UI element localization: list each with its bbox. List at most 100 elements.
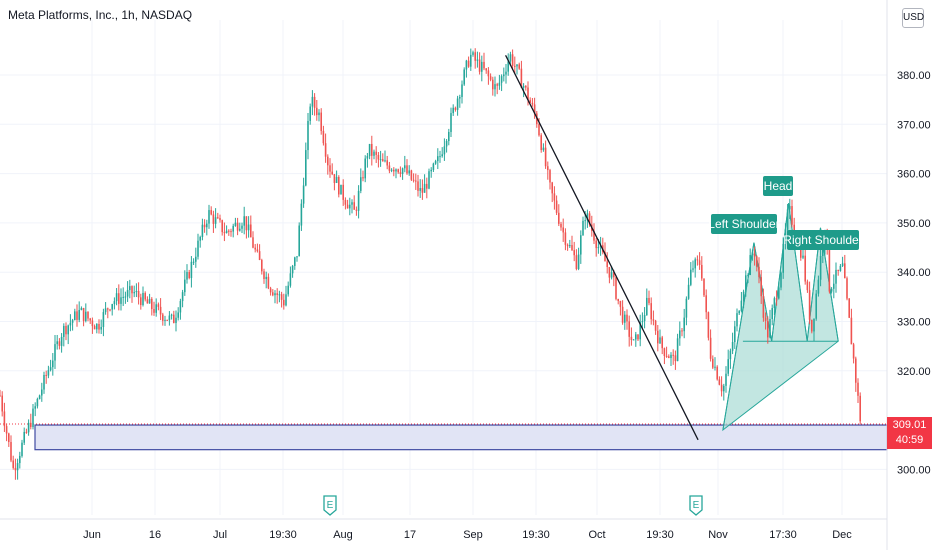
candle-body <box>368 143 371 157</box>
candle-body <box>857 382 859 396</box>
candle-body <box>236 222 239 231</box>
candle-body <box>575 255 578 269</box>
candle-body <box>329 165 331 172</box>
candle-body <box>804 255 806 282</box>
countdown-timer: 40:59 <box>895 434 924 446</box>
candle-body <box>509 54 512 62</box>
candle-body <box>859 395 861 422</box>
candle-body <box>377 154 380 160</box>
x-tick-label: 17:30 <box>769 529 797 541</box>
candle-body <box>483 61 485 69</box>
candle-body <box>661 337 663 349</box>
candle-body <box>388 165 391 171</box>
candle-body <box>456 98 459 110</box>
candle-body <box>239 228 241 231</box>
candle-body <box>756 256 758 267</box>
candle-body <box>613 272 615 278</box>
candle-body <box>643 315 646 322</box>
candle-body <box>467 60 470 67</box>
candle-body <box>52 360 54 368</box>
candle-body <box>775 298 778 300</box>
candle-body <box>434 161 437 164</box>
candle-body <box>489 76 492 80</box>
candle-body <box>241 225 243 229</box>
candle-body <box>740 300 743 312</box>
candle-body <box>155 304 157 313</box>
candle-body <box>648 297 650 304</box>
candle-body <box>540 135 542 151</box>
last-price-badge: 309.01 40:59 <box>887 417 932 449</box>
candle-body <box>786 209 789 230</box>
candle-body <box>450 113 452 132</box>
candle-body <box>681 330 683 332</box>
candle-body <box>703 278 705 296</box>
candle-body <box>562 227 564 233</box>
candle-body <box>390 169 393 171</box>
candle-body <box>588 213 591 225</box>
candle-body <box>208 210 210 224</box>
candle-body <box>289 273 292 286</box>
trendline[interactable] <box>505 54 699 441</box>
candle-body <box>485 68 487 71</box>
candle-body <box>43 374 45 390</box>
candle-body <box>654 320 657 331</box>
candle-body <box>280 294 283 300</box>
annotation-callout: Head <box>763 176 793 196</box>
head-shoulders-pattern[interactable] <box>722 203 839 432</box>
candle-body <box>841 263 844 266</box>
candle-body <box>232 225 234 232</box>
candle-body <box>373 151 375 156</box>
candle-body <box>115 293 118 302</box>
x-tick-label: Jun <box>83 529 101 541</box>
candle-body <box>276 293 278 295</box>
candle-body <box>355 209 358 211</box>
candle-body <box>577 254 580 269</box>
candle-body <box>192 261 195 263</box>
candle-body <box>305 150 307 186</box>
candle-body <box>736 313 738 327</box>
candle-body <box>573 250 575 256</box>
candle-body <box>126 290 129 297</box>
candle-body <box>269 288 272 293</box>
candle-body <box>203 224 206 228</box>
candle-body <box>650 303 652 320</box>
candle-body <box>327 156 329 166</box>
candle-body <box>140 297 142 306</box>
candle-body <box>342 184 344 200</box>
candle-body <box>65 325 67 335</box>
candle-body <box>683 317 685 332</box>
x-tick-label: Dec <box>832 529 852 541</box>
candle-body <box>621 306 624 323</box>
candle-body <box>379 159 382 161</box>
candle-body <box>694 259 696 269</box>
candle-body <box>217 217 219 219</box>
candle-body <box>520 68 523 88</box>
currency-button[interactable]: USD <box>902 8 924 28</box>
candle-body <box>397 169 399 173</box>
candle-body <box>93 326 96 330</box>
candle-body <box>291 265 294 274</box>
annotation-label: Head <box>764 179 793 193</box>
candle-body <box>146 299 149 304</box>
candle-body <box>566 244 569 247</box>
candle-body <box>855 358 857 383</box>
candle-body <box>395 169 397 172</box>
candle-body <box>848 298 850 318</box>
candle-body <box>762 296 765 318</box>
candle-body <box>553 193 556 201</box>
candle-body <box>828 249 831 292</box>
candle-body <box>98 323 100 330</box>
candle-body <box>124 296 127 298</box>
candle-body <box>36 399 39 407</box>
support-zone[interactable] <box>0 423 888 451</box>
candle-body <box>278 294 281 296</box>
candle-body <box>764 317 767 321</box>
candle-body <box>626 314 628 322</box>
candle-body <box>481 61 483 72</box>
candle-body <box>254 247 256 250</box>
candle-body <box>780 272 782 288</box>
candle-body <box>839 265 842 271</box>
